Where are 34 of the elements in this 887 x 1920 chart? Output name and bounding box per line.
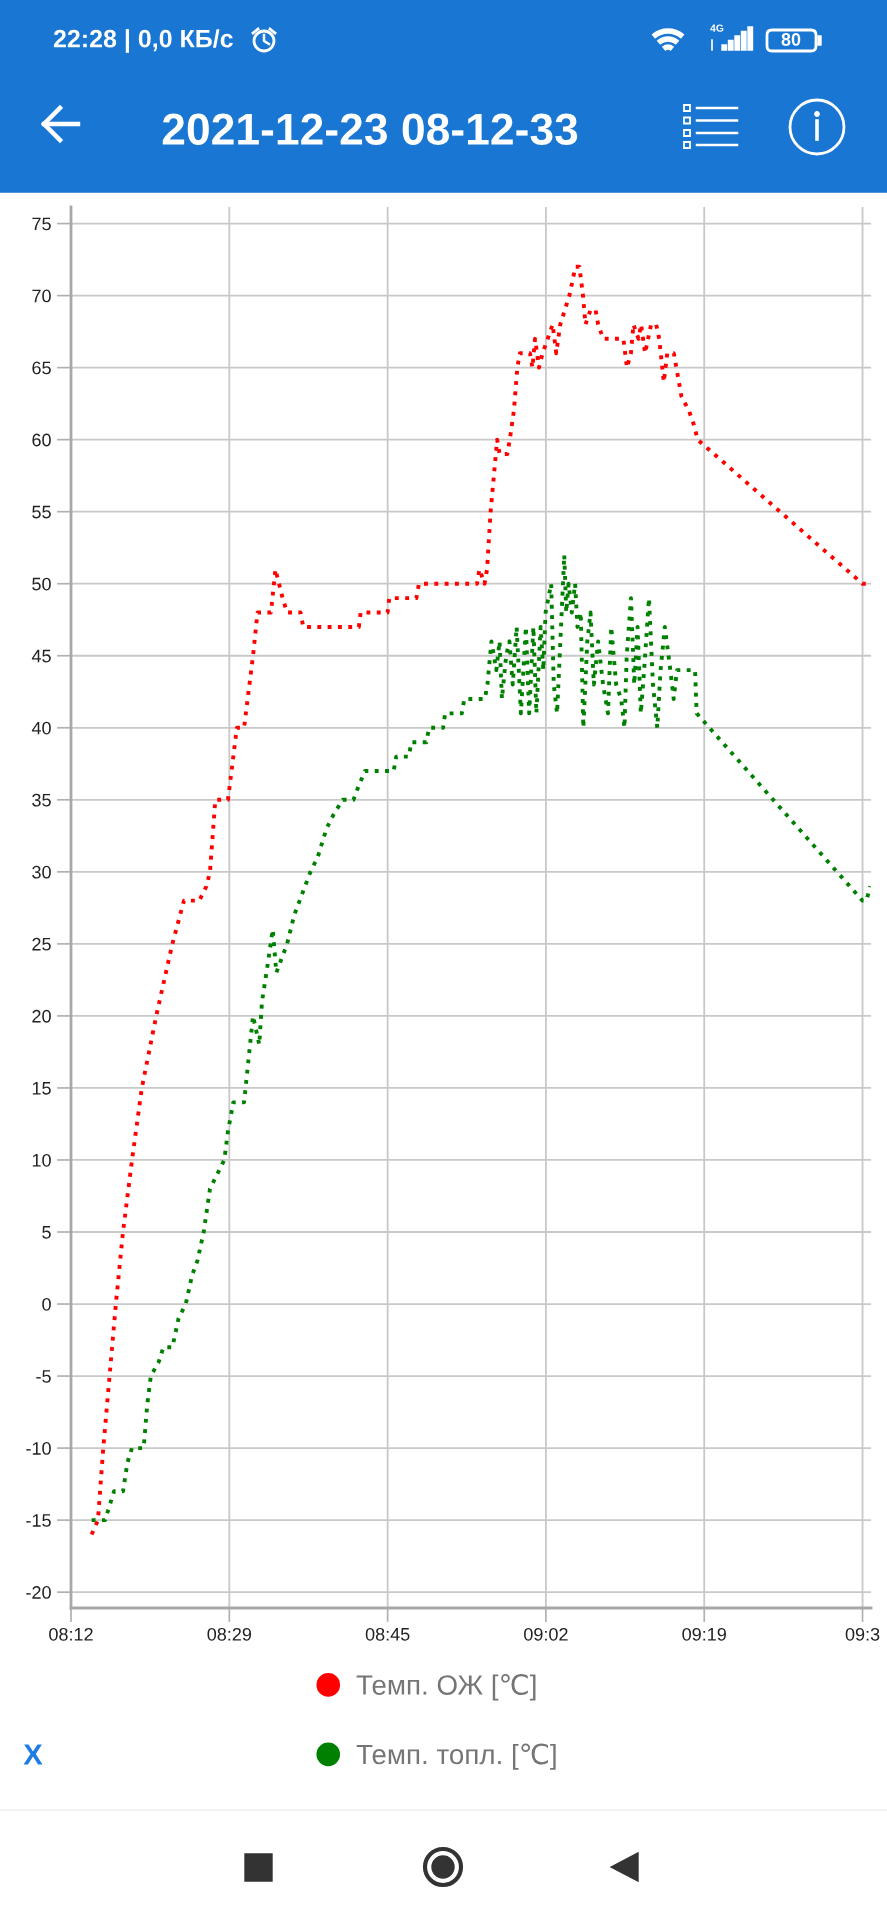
- y-tick-label: 10: [32, 1153, 51, 1167]
- y-tick-label: -20: [26, 1586, 51, 1599]
- x-tick-label: 09:02: [524, 1627, 568, 1641]
- y-tick-label: -15: [26, 1514, 51, 1527]
- x-tick-label: 09:19: [682, 1627, 726, 1641]
- y-tick-label: 65: [32, 361, 51, 375]
- legend-label: Темп. топл. [℃]: [356, 1743, 556, 1770]
- y-tick-label: -5: [36, 1370, 51, 1383]
- x-tick-label: 08:12: [49, 1627, 93, 1641]
- text: 4G: [710, 24, 724, 32]
- chart-title: 2021-12-23 08-12-33: [162, 113, 578, 145]
- y-tick-label: 15: [32, 1082, 51, 1095]
- x-tick-label: 08:45: [365, 1627, 410, 1641]
- y-tick-label: 75: [32, 217, 51, 231]
- y-tick-label: 25: [32, 937, 51, 951]
- text: 80: [781, 33, 801, 46]
- y-tick-label: 0: [42, 1297, 51, 1311]
- text: 22:28 | 0,0 КБ/с: [53, 29, 233, 53]
- y-tick-label: 40: [31, 721, 51, 735]
- y-tick-label: 20: [32, 1009, 51, 1023]
- y-tick-label: 45: [31, 649, 51, 663]
- y-tick-label: 70: [32, 289, 51, 303]
- y-tick-label: 50: [32, 577, 51, 591]
- text: X: [23, 1744, 43, 1765]
- line-series: [89, 552, 871, 1523]
- y-tick-label: -10: [26, 1442, 51, 1455]
- y-tick-label: 5: [42, 1226, 51, 1239]
- legend-label: Темп. ОЖ [℃]: [356, 1674, 536, 1701]
- y-tick-label: 35: [32, 793, 51, 807]
- x-tick-label: 08:29: [207, 1627, 252, 1641]
- x-tick-label: 09:3: [845, 1627, 880, 1641]
- y-tick-label: 30: [32, 865, 51, 879]
- y-tick-label: 55: [32, 505, 51, 519]
- y-tick-label: 60: [32, 433, 51, 447]
